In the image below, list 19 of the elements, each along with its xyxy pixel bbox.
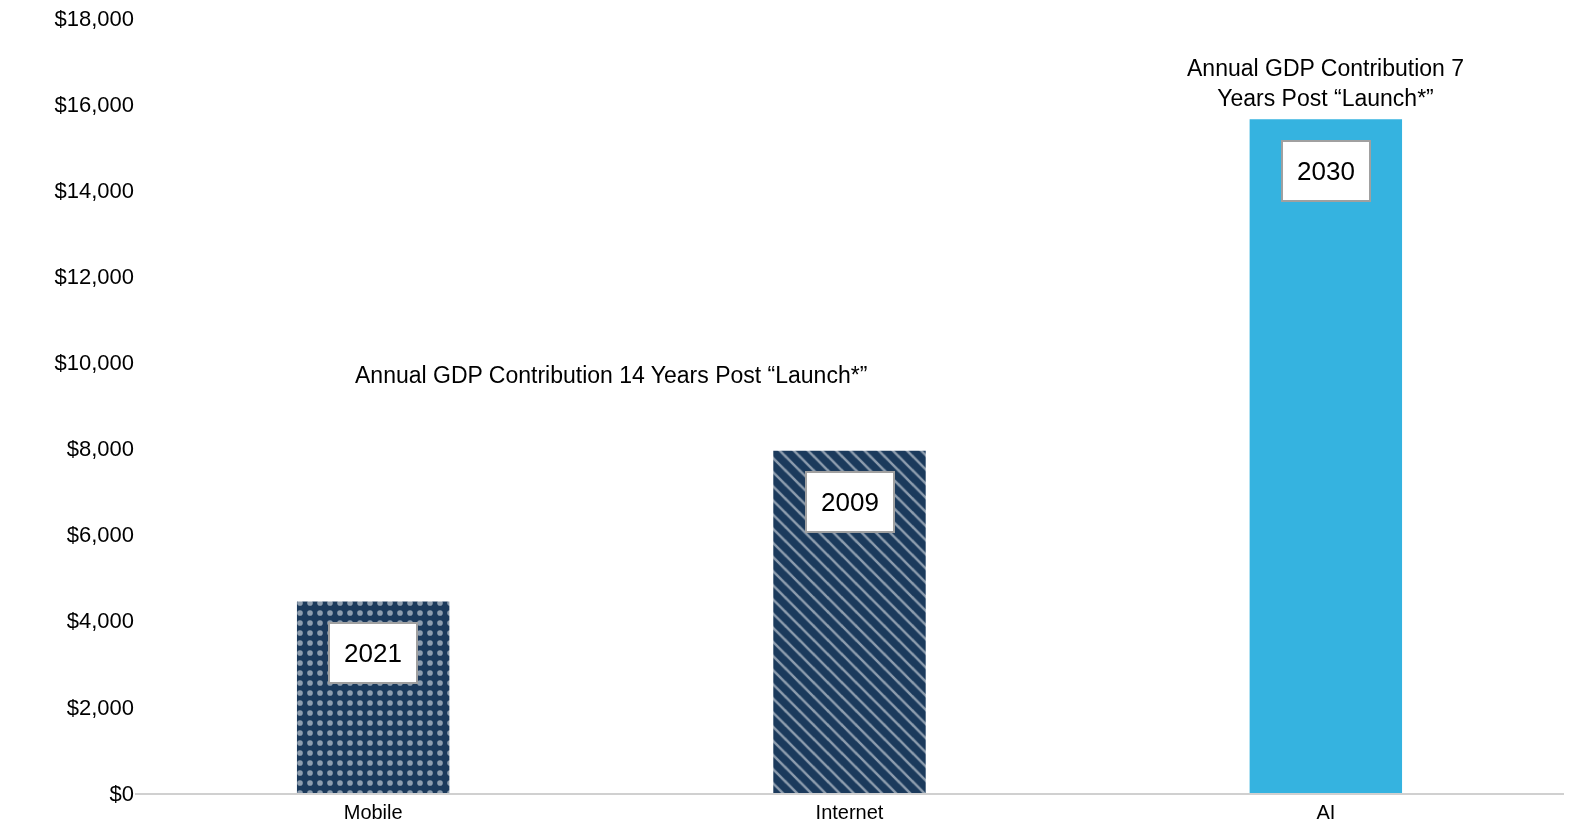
y-tick-label: $2,000 bbox=[66, 694, 134, 720]
annotation: 2021 bbox=[344, 638, 402, 668]
y-tick-label: $6,000 bbox=[66, 522, 134, 548]
y-tick-label: $8,000 bbox=[66, 436, 134, 462]
bar bbox=[1249, 119, 1403, 793]
x-tick-label: Internet bbox=[815, 801, 884, 823]
annotation: 2009 bbox=[821, 487, 879, 517]
y-tick-label: $12,000 bbox=[54, 264, 134, 290]
y-tick-label: $10,000 bbox=[54, 350, 134, 376]
y-tick-label: $14,000 bbox=[54, 177, 134, 203]
annotation: 2030 bbox=[1297, 156, 1355, 186]
y-tick-label: $18,000 bbox=[54, 5, 134, 31]
y-tick-label: $16,000 bbox=[54, 91, 134, 117]
y-tick-label: $4,000 bbox=[66, 608, 134, 634]
x-tick-label: AI bbox=[1316, 801, 1336, 823]
annotation: Annual GDP Contribution 7 Years Post “Launch*” bbox=[1187, 55, 1465, 111]
annotation: Annual GDP Contribution 14 Years Post “Launch*” bbox=[355, 362, 868, 388]
x-tick-label: Mobile bbox=[343, 801, 403, 823]
y-tick-label: $0 bbox=[109, 780, 134, 806]
